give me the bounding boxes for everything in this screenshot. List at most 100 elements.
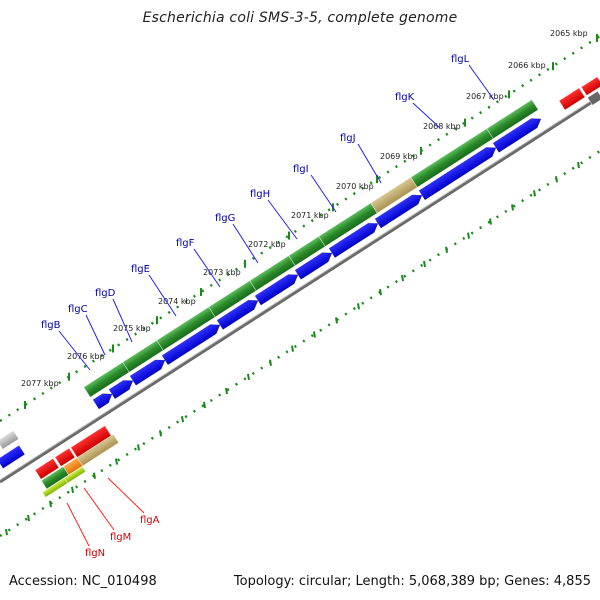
- gene-leader: [412, 102, 441, 129]
- scale-label: 2076 kbp: [67, 352, 105, 361]
- gene-leader: [66, 502, 90, 547]
- scale-tick: [313, 331, 316, 338]
- gene-label: flgL: [451, 54, 470, 65]
- gene-leader: [232, 223, 259, 264]
- gene-leader: [107, 477, 145, 514]
- scale-label: 2073 kbp: [203, 268, 241, 277]
- gene-arrow-reverse: [558, 87, 586, 111]
- gene-label: flgH: [250, 189, 270, 200]
- scale-tick: [291, 345, 294, 352]
- genome-backbone-highlight: [0, 94, 600, 481]
- gene-arrow-forward: [108, 380, 134, 400]
- gene-label: flgN: [85, 548, 105, 559]
- gene-arrow-forward: [492, 118, 542, 153]
- gene-leader: [357, 143, 382, 184]
- scale-ticks-outer: [24, 33, 598, 409]
- gene-leader: [148, 274, 177, 317]
- gene-arrow-forward: [161, 324, 221, 366]
- scale-tick: [445, 246, 448, 253]
- gene-arrow-forward: [0, 444, 26, 470]
- scale-tick: [423, 260, 426, 268]
- scale-tick: [401, 274, 404, 282]
- cds-segment: [486, 99, 539, 140]
- gene-labels: flgL flgK flgJ flgI flgH flgG flgF flgE flgD flgC…: [41, 54, 470, 559]
- gene-label: flgE: [131, 264, 150, 275]
- gene-arrow-forward: [418, 147, 497, 201]
- scale-tick: [159, 430, 162, 437]
- scale-label: 2074 kbp: [158, 297, 196, 306]
- gene-arrow-forward: [254, 274, 299, 306]
- gene-label: flgB: [41, 320, 61, 331]
- genome-summary-text: Topology: circular; Length: 5,068,389 bp…: [233, 574, 591, 589]
- scale-label: 2070 kbp: [336, 182, 374, 191]
- gene-leader: [468, 64, 495, 101]
- gene-arrow-forward: [216, 299, 259, 330]
- scale-label: 2077 kbp: [21, 379, 59, 388]
- scale-tick: [203, 401, 206, 409]
- gene-segment: [0, 430, 20, 450]
- gene-leader: [112, 298, 133, 343]
- gene-arrow-reverse: [54, 447, 76, 467]
- gene-leader-lines: [58, 64, 495, 547]
- scale-tick: [247, 373, 250, 381]
- genome-backbone: [0, 95, 600, 484]
- gene-label: flgD: [95, 288, 116, 299]
- scale-tick: [115, 458, 118, 465]
- scale-label: 2072 kbp: [248, 240, 286, 249]
- map-title: Escherichia coli SMS-3-5, complete genom…: [142, 10, 458, 26]
- scale-tick: [511, 204, 514, 211]
- gene-label: flgI: [293, 164, 309, 175]
- scale-tick: [533, 190, 536, 197]
- cds-segment: [76, 433, 120, 467]
- gene-leader: [267, 199, 298, 240]
- gene-leader: [310, 174, 337, 213]
- gene-arrow-reverse: [580, 76, 600, 96]
- scale-tick: [71, 486, 74, 493]
- gene-arrow-forward: [129, 359, 166, 386]
- gene-leader: [58, 330, 91, 371]
- gene-arrow-forward: [374, 194, 423, 229]
- scale-tick: [49, 500, 52, 508]
- scale-tick: [93, 472, 96, 479]
- scale-tick: [379, 289, 382, 296]
- gene-label: flgC: [68, 304, 88, 315]
- gene-label: flgG: [215, 213, 235, 224]
- scale-tick: [27, 514, 30, 522]
- cds-segment: [63, 466, 87, 484]
- gene-label: flgK: [395, 92, 415, 103]
- gene-label: flgJ: [340, 133, 356, 144]
- gene-label: flgF: [176, 238, 195, 249]
- gene-leader: [85, 314, 106, 356]
- scale-tick: [467, 232, 470, 239]
- scale-label: 2068 kbp: [423, 122, 461, 131]
- scale-tick: [181, 416, 184, 423]
- scale-label: 2065 kbp: [550, 29, 588, 38]
- gene-features: [0, 76, 600, 498]
- scale-label: 2067 kbp: [466, 92, 504, 101]
- scale-tick: [269, 359, 272, 366]
- gene-arrow-forward: [92, 393, 113, 410]
- gene-arrow-forward: [328, 222, 379, 258]
- scale-ticks-inner: [5, 161, 580, 536]
- scale-ring-inner: [0, 149, 600, 538]
- scale-label: 2075 kbp: [113, 324, 151, 333]
- accession-text: Accession: NC_010498: [9, 574, 157, 589]
- scale-label: 2069 kbp: [380, 152, 418, 161]
- scale-tick: [357, 303, 360, 310]
- gene-arrow-reverse: [34, 458, 60, 480]
- gene-leader: [193, 248, 221, 288]
- scale-tick: [5, 528, 8, 536]
- scale-tick: [335, 317, 338, 324]
- scale-label: 2066 kbp: [508, 61, 546, 70]
- scale-tick: [555, 176, 558, 183]
- gene-label: flgM: [110, 532, 131, 543]
- scale-labels: 2065 kbp 2066 kbp 2067 kbp 2068 kbp 2069 kbp…: [21, 29, 588, 388]
- scale-label: 2071 kbp: [291, 211, 329, 220]
- gene-label: flgA: [140, 515, 160, 526]
- scale-tick: [225, 387, 228, 395]
- scale-tick: [577, 161, 580, 169]
- gene-arrow-forward: [294, 252, 333, 280]
- cds-segment-highlight: [370, 176, 418, 214]
